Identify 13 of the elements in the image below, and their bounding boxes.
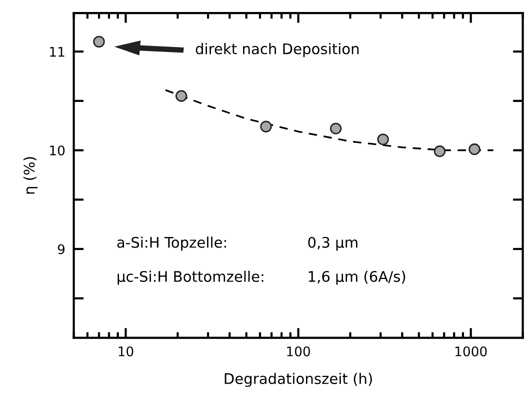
y-axis-title: η (%) <box>23 157 38 194</box>
y-tick-label: 10 <box>50 145 65 156</box>
annotation: 1,6 μm (6A/s) <box>308 270 406 285</box>
annotation: μc-Si:H Bottomzelle: <box>118 270 264 285</box>
annotation: a-Si:H Topzelle: <box>117 236 226 251</box>
y-tick-label: 9 <box>58 244 65 254</box>
x-axis-title: Degradationszeit (h) <box>224 372 372 387</box>
annotation: 0,3 μm <box>308 236 358 251</box>
x-tick-label: 100 <box>287 346 310 356</box>
x-tick-label: 1000 <box>456 346 487 356</box>
annotation: direkt nach Deposition <box>196 43 359 58</box>
x-tick-label: 10 <box>118 346 134 356</box>
y-tick-label: 11 <box>50 46 64 57</box>
